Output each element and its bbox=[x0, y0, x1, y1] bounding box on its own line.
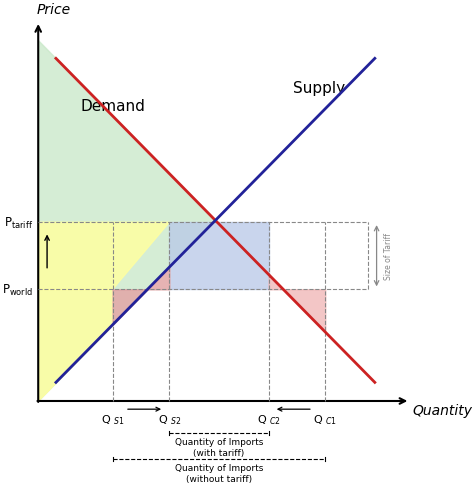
Text: Q $_{C2}$: Q $_{C2}$ bbox=[256, 412, 281, 426]
Text: Q $_{C1}$: Q $_{C1}$ bbox=[313, 412, 337, 426]
Text: Quantity of Imports
(without tariff): Quantity of Imports (without tariff) bbox=[175, 463, 263, 483]
Text: Price: Price bbox=[36, 2, 71, 17]
Text: P$_{\mathsf{world}}$: P$_{\mathsf{world}}$ bbox=[2, 282, 33, 297]
Text: Q $_{S2}$: Q $_{S2}$ bbox=[157, 412, 181, 426]
Polygon shape bbox=[38, 223, 169, 290]
Text: Quantity: Quantity bbox=[412, 403, 472, 417]
Text: Quantity of Imports
(with tariff): Quantity of Imports (with tariff) bbox=[175, 437, 263, 457]
Text: Supply: Supply bbox=[293, 81, 346, 96]
Text: Size of Tariff: Size of Tariff bbox=[383, 233, 392, 280]
Text: P$_{\mathsf{tariff}}$: P$_{\mathsf{tariff}}$ bbox=[4, 215, 33, 230]
Text: Demand: Demand bbox=[81, 99, 146, 114]
Text: Q $_{S1}$: Q $_{S1}$ bbox=[101, 412, 124, 426]
